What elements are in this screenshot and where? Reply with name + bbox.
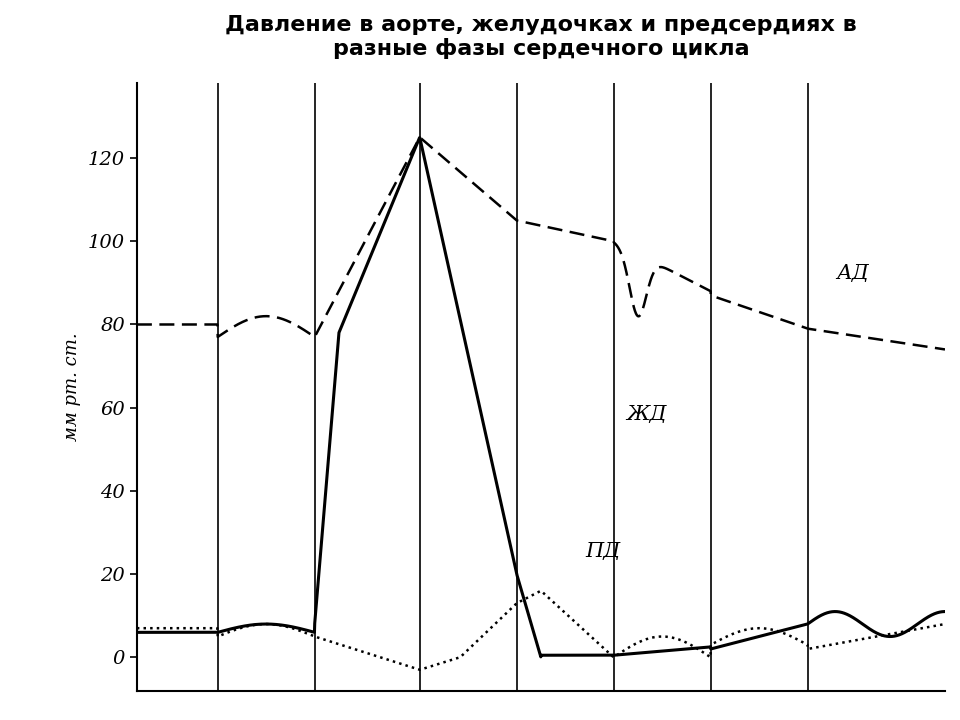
Text: АД: АД <box>836 264 869 283</box>
Text: ПД: ПД <box>586 542 620 562</box>
Title: Давление в аорте, желудочках и предсердиях в
разные фазы сердечного цикла: Давление в аорте, желудочках и предсерди… <box>225 15 857 60</box>
Text: ЖД: ЖД <box>626 405 666 424</box>
Y-axis label: мм рт. ст.: мм рт. ст. <box>63 333 81 441</box>
